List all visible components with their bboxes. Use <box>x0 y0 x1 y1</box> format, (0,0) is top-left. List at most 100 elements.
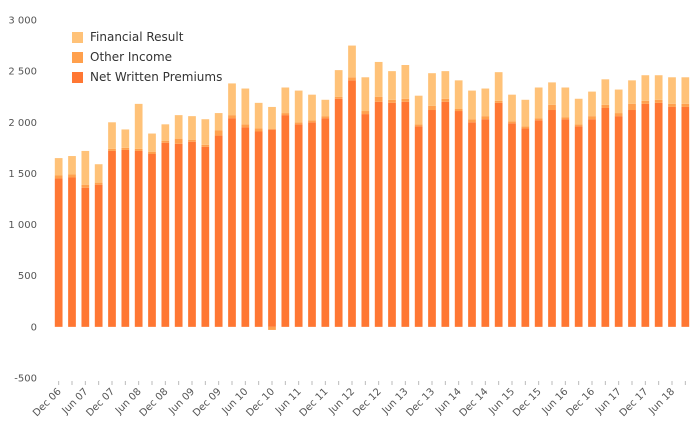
bar-segment <box>214 113 223 131</box>
bar-segment <box>361 114 370 327</box>
bar-segment <box>468 90 476 120</box>
bar-segment <box>134 150 143 327</box>
bar-segment <box>521 99 530 127</box>
bar-segment <box>334 70 343 97</box>
bar-segment <box>268 106 276 130</box>
bar-segment <box>121 149 130 327</box>
y-tick-label: 1 500 <box>8 169 37 180</box>
bar-segment <box>68 156 76 175</box>
bar-segment <box>601 107 610 327</box>
bar-segment <box>641 100 650 104</box>
bar-segment <box>574 124 583 127</box>
bar-segment <box>481 116 490 120</box>
bar-segment <box>521 126 530 129</box>
x-tick-label: Dec 08 <box>138 386 171 419</box>
bar-segment <box>374 61 383 97</box>
bar-segment <box>188 141 196 327</box>
bar-segment <box>188 116 196 140</box>
bar-segment <box>294 122 303 125</box>
bar-segment <box>294 124 303 327</box>
y-tick-label: 2 000 <box>8 118 37 129</box>
y-axis: -500 0 500 1 000 1 500 2 000 2 500 3 000 <box>8 16 37 385</box>
bar-segment <box>481 88 490 117</box>
bar-segment <box>494 100 503 103</box>
bar-segment <box>401 65 410 99</box>
bar-segment <box>508 123 516 327</box>
bar-segment <box>108 122 116 149</box>
bar-segment <box>94 164 103 183</box>
bar-segment <box>321 99 330 117</box>
bar-segment <box>254 102 263 129</box>
bar-segment <box>361 111 370 115</box>
bar-segment <box>108 150 116 327</box>
bar-segment <box>468 122 476 327</box>
bar-segment <box>441 101 450 327</box>
legend-swatch-financial-result <box>72 31 83 43</box>
bar-segment <box>214 130 223 136</box>
y-tick-label: 2 500 <box>8 67 37 78</box>
y-tick-label: -500 <box>14 374 37 385</box>
bar-segment <box>161 140 170 143</box>
bar-segment <box>441 98 450 102</box>
bar-segment <box>81 150 90 185</box>
bar-segment <box>308 120 316 123</box>
bar-segment <box>588 119 596 327</box>
bar-segment <box>641 75 650 101</box>
bar-segment <box>668 103 676 107</box>
legend-swatch-other-income <box>72 51 83 63</box>
bar-segment <box>454 80 463 109</box>
bar-segment <box>188 139 196 142</box>
bar-segment <box>548 110 556 327</box>
x-tick-label: Dec 07 <box>84 386 117 419</box>
bar-segment <box>681 106 690 327</box>
bar-segment <box>401 101 410 327</box>
bar-segment <box>281 115 290 327</box>
bar-segment <box>521 128 530 327</box>
bar-segment <box>134 148 143 151</box>
bar-segment <box>428 105 436 111</box>
bar-segment <box>614 89 623 114</box>
bar-segment <box>228 83 236 116</box>
bar-segment <box>414 95 423 125</box>
bar-segment <box>121 147 130 150</box>
bar-segment <box>348 80 356 327</box>
bar-segment <box>294 90 303 123</box>
bar-segment <box>241 124 250 128</box>
bar-segment <box>54 175 63 179</box>
bar-segment <box>334 96 343 99</box>
bar-segment <box>654 102 663 327</box>
bar-segment <box>454 108 463 112</box>
bar-segment <box>454 111 463 327</box>
bar-segment <box>374 96 383 102</box>
bar-segment <box>428 73 436 106</box>
bar-segment <box>254 131 263 327</box>
legend-swatch-net-written-premiums <box>72 71 83 83</box>
bar-segment <box>148 153 156 327</box>
bar-segment <box>481 119 490 327</box>
bar-segment <box>174 115 183 139</box>
bar-segment <box>441 71 450 99</box>
x-tick-label: Dec 09 <box>191 386 224 419</box>
bar-segment <box>321 116 330 119</box>
y-tick-label: 3 000 <box>8 16 37 27</box>
x-tick-label: Jun 18 <box>646 386 677 417</box>
bar-segment <box>374 101 383 327</box>
bar-segment <box>81 184 90 188</box>
bar-segment <box>494 102 503 327</box>
bar-segment <box>614 113 623 117</box>
bar-segment <box>534 87 543 119</box>
bar-segment <box>161 124 170 141</box>
x-tick-label: Dec 11 <box>298 386 331 419</box>
bar-segment <box>348 77 356 81</box>
bar-segment <box>388 102 396 327</box>
bar-segment <box>574 98 583 125</box>
bar-segment <box>681 103 690 107</box>
bar-segment <box>548 82 556 105</box>
bar-segment <box>628 110 636 327</box>
bar-segment <box>174 138 183 144</box>
y-tick-label: 0 <box>31 322 37 333</box>
bar-segment <box>561 87 570 118</box>
bar-segment <box>641 103 650 327</box>
y-tick-label: 1 000 <box>8 220 37 231</box>
